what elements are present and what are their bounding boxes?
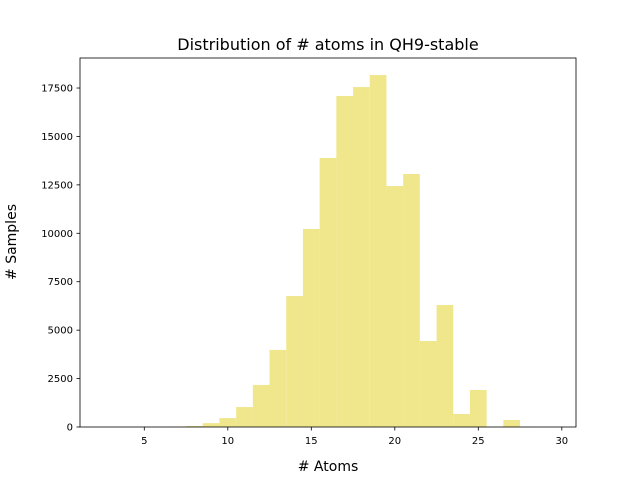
bar — [386, 186, 404, 427]
y-tick-label: 7500 — [48, 277, 73, 288]
x-tick-label: 30 — [555, 436, 568, 447]
y-tick-label: 15000 — [41, 132, 73, 143]
bar — [319, 157, 337, 428]
y-tick-label: 0 — [67, 423, 73, 434]
bar — [403, 174, 420, 427]
y-tick-label: 12500 — [41, 180, 73, 191]
bar — [503, 420, 521, 427]
bar — [202, 423, 220, 427]
bar — [302, 229, 320, 427]
bar — [336, 95, 354, 427]
y-tick-label: 2500 — [48, 374, 73, 385]
bar — [419, 340, 437, 427]
y-tick-label: 17500 — [41, 84, 73, 95]
x-axis-label: # Atoms — [298, 459, 359, 475]
bar — [186, 426, 203, 427]
bar — [369, 75, 387, 428]
bar — [269, 349, 287, 427]
bar — [453, 414, 470, 427]
x-tick-label: 25 — [472, 436, 485, 447]
x-tick-label: 20 — [388, 436, 401, 447]
plot-frame — [79, 57, 577, 428]
bar — [469, 390, 487, 427]
x-tick-label: 10 — [221, 436, 234, 447]
bar — [353, 87, 370, 427]
y-axis-label: # Samples — [4, 204, 20, 280]
bar — [436, 304, 454, 427]
y-tick-label: 5000 — [48, 326, 73, 337]
x-tick-label: 15 — [305, 436, 318, 447]
bar — [286, 296, 303, 427]
bar — [219, 418, 237, 427]
x-tick-label: 5 — [141, 436, 147, 447]
chart-title: Distribution of # atoms in QH9-stable — [177, 35, 478, 54]
bar — [236, 407, 253, 427]
bar — [252, 384, 270, 427]
y-tick-label: 10000 — [41, 229, 73, 240]
